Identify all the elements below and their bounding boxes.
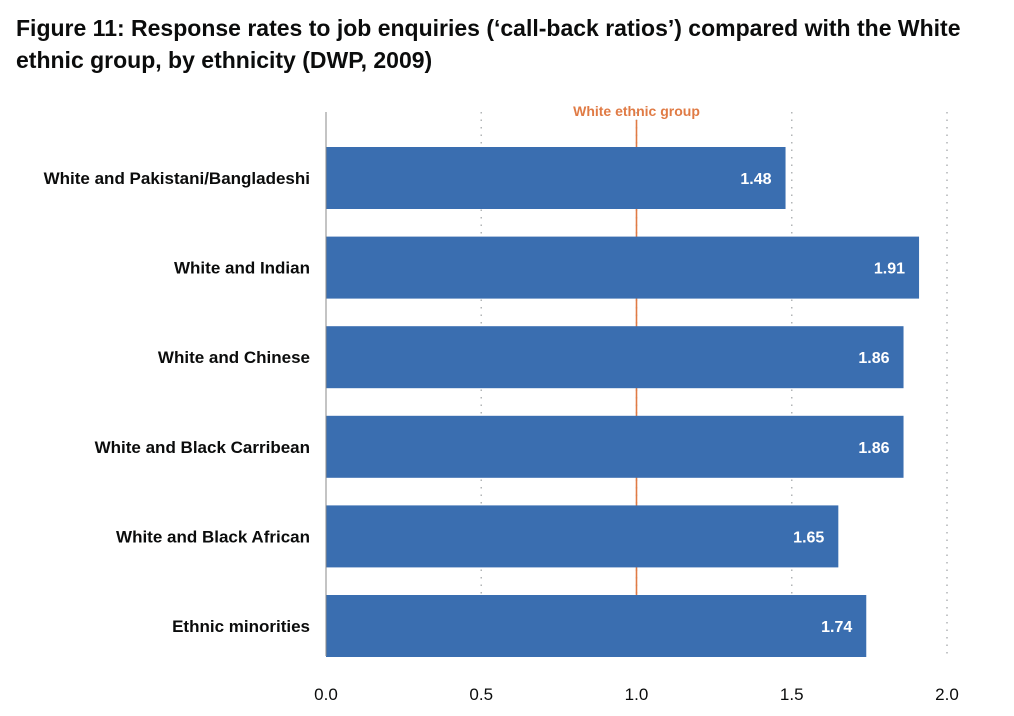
bar-value-label: 1.65 (793, 529, 824, 546)
category-label: Ethnic minorities (172, 617, 310, 636)
bar (326, 595, 867, 657)
category-label: White and Pakistani/Bangladeshi (44, 169, 310, 188)
category-label: White and Black Carribean (95, 438, 310, 457)
bar (326, 505, 839, 568)
bar-value-label: 1.74 (821, 619, 852, 636)
category-label: White and Black African (116, 527, 310, 546)
bar (326, 147, 786, 209)
bar (326, 326, 904, 389)
bars: 1.48 1.91 1.86 1.86 1.65 1.74 (326, 147, 920, 657)
x-tick-label: 1.5 (780, 685, 804, 704)
bar (326, 236, 920, 299)
bar (326, 415, 904, 478)
reference-line-label: White ethnic group (573, 103, 700, 119)
bar-value-label: 1.86 (858, 350, 889, 367)
category-label: White and Indian (174, 259, 310, 278)
chart-title: Figure 11: Response rates to job enquiri… (16, 15, 961, 73)
x-axis: 0.0 0.5 1.0 1.5 2.0 (314, 112, 959, 704)
x-tick-label: 1.0 (625, 685, 649, 704)
x-tick-label: 0.0 (314, 685, 338, 704)
x-tick-label: 2.0 (935, 685, 959, 704)
category-labels: White and Pakistani/Bangladeshi White and… (44, 169, 310, 636)
bar-value-label: 1.91 (874, 261, 905, 278)
bar-value-label: 1.86 (858, 440, 889, 457)
bar-value-label: 1.48 (740, 171, 771, 188)
x-tick-label: 0.5 (469, 685, 493, 704)
category-label: White and Chinese (158, 348, 310, 367)
